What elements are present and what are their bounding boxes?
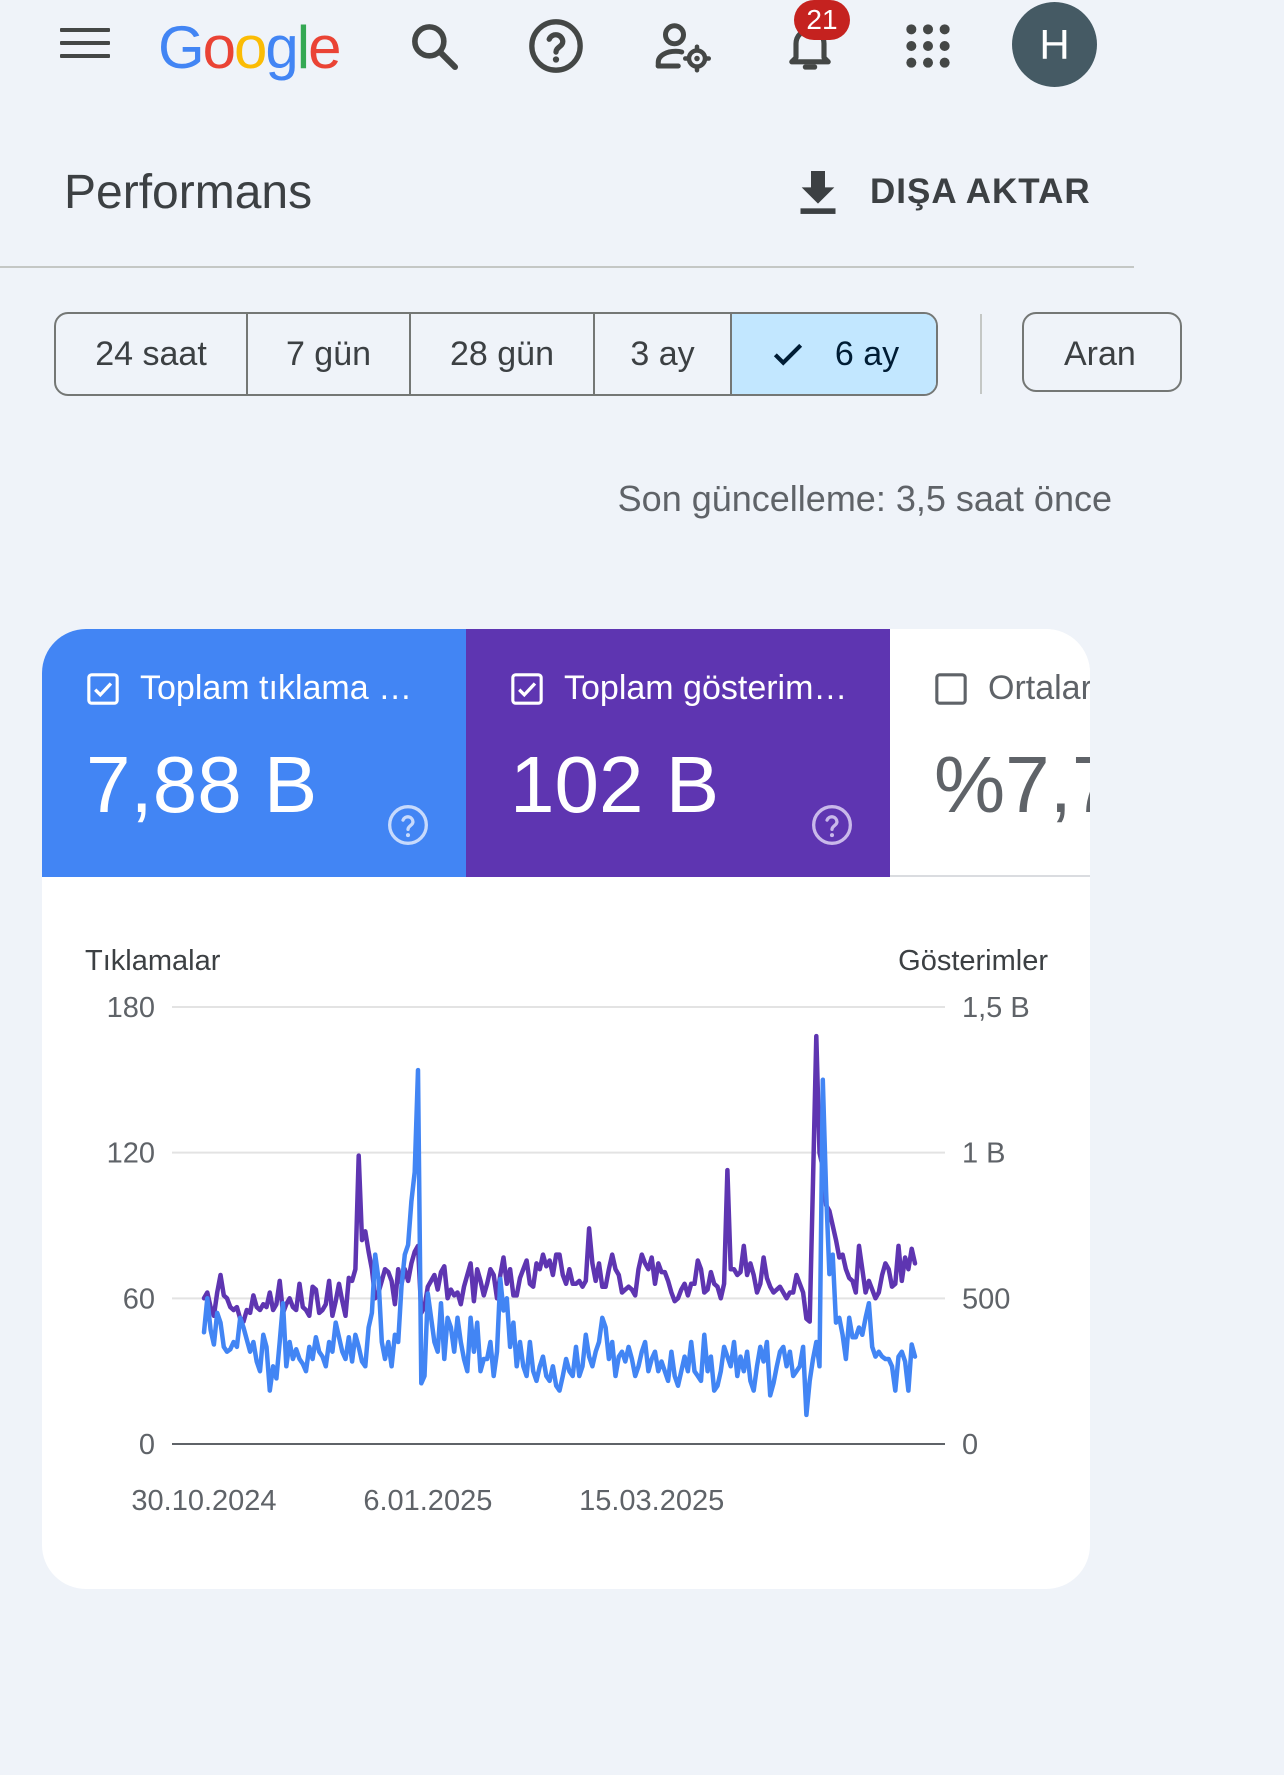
top-app-bar: Google 21 H	[0, 0, 1134, 100]
right-axis-tick-label: 500	[962, 1283, 1010, 1315]
menu-icon[interactable]	[60, 28, 110, 62]
left-axis-tick-label: 180	[107, 992, 155, 1024]
header-divider	[0, 266, 1134, 268]
checkbox-checked-icon[interactable]	[86, 672, 120, 706]
x-axis-tick-label: 30.10.2024	[131, 1485, 276, 1517]
left-axis-tick-label: 0	[139, 1429, 155, 1461]
apps-grid-icon[interactable]	[898, 16, 958, 76]
left-axis-tick-label: 60	[123, 1283, 155, 1315]
range-chip-28d[interactable]: 28 gün	[411, 314, 595, 394]
chip-separator	[980, 314, 982, 394]
impressions-series-line	[201, 1033, 918, 1324]
range-chip-label: 28 gün	[450, 334, 554, 373]
x-axis-tick-label: 6.01.2025	[363, 1485, 492, 1517]
range-chip-24h[interactable]: 24 saat	[56, 314, 248, 394]
notification-count-badge: 21	[794, 0, 850, 40]
google-logo[interactable]: Google	[158, 14, 340, 81]
export-label: DIŞA AKTAR	[870, 172, 1091, 211]
right-axis-title: Gösterimler	[898, 945, 1048, 977]
help-icon[interactable]	[810, 803, 854, 847]
checkbox-checked-icon[interactable]	[510, 672, 544, 706]
metric-value: %7,7	[934, 740, 1090, 829]
help-icon[interactable]	[526, 16, 586, 76]
metric-label: Toplam gösterim…	[564, 669, 848, 707]
metric-total-impressions[interactable]: Toplam gösterim… 102 B	[466, 629, 890, 877]
range-chip-6m[interactable]: 6 ay	[732, 314, 936, 394]
metric-average-ctr[interactable]: Ortalar %7,7	[890, 629, 1090, 877]
export-button[interactable]: DIŞA AKTAR	[790, 162, 1091, 222]
last-updated-text: Son güncelleme: 3,5 saat önce	[617, 478, 1112, 519]
metric-label: Ortalar	[988, 669, 1090, 707]
metric-value: 102 B	[510, 740, 720, 829]
search-type-chip[interactable]: Aran	[1022, 312, 1182, 392]
left-axis-tick-label: 120	[107, 1138, 155, 1170]
performance-card: Toplam tıklama … 7,88 B Toplam gösterim……	[42, 629, 1090, 1589]
search-icon[interactable]	[404, 16, 464, 76]
download-icon	[800, 171, 836, 214]
performance-chart[interactable]: 0 60 120 180 0 500 1 B 1,5 B 30.10.2024 6.01.20…	[42, 979, 1090, 1579]
page-title: Performans	[64, 166, 313, 219]
x-axis-tick-label: 15.03.2025	[579, 1485, 724, 1517]
metric-label: Toplam tıklama …	[140, 669, 413, 707]
range-chip-label: 3 ay	[630, 334, 695, 373]
range-chip-label: 7 gün	[285, 334, 372, 373]
right-axis-tick-label: 1,5 B	[962, 992, 1030, 1024]
metric-value: 7,88 B	[86, 740, 318, 829]
right-axis-tick-label: 1 B	[962, 1138, 1006, 1170]
admin-settings-icon[interactable]	[652, 16, 712, 76]
avatar[interactable]: H	[1012, 2, 1097, 87]
left-axis-title: Tıklamalar	[85, 945, 221, 977]
date-range-selector: 24 saat 7 gün 28 gün 3 ay 6 ay	[54, 312, 938, 396]
range-chip-label: 24 saat	[95, 334, 207, 373]
range-chip-7d[interactable]: 7 gün	[248, 314, 411, 394]
metric-total-clicks[interactable]: Toplam tıklama … 7,88 B	[42, 629, 466, 877]
range-chip-3m[interactable]: 3 ay	[595, 314, 732, 394]
search-type-label: Aran	[1064, 335, 1136, 373]
checkbox-unchecked-icon[interactable]	[934, 672, 968, 706]
help-icon[interactable]	[386, 803, 430, 847]
right-axis-tick-label: 0	[962, 1429, 978, 1461]
clicks-series-line	[201, 1067, 918, 1418]
check-icon	[773, 343, 802, 366]
range-chip-label: 6 ay	[834, 334, 900, 373]
